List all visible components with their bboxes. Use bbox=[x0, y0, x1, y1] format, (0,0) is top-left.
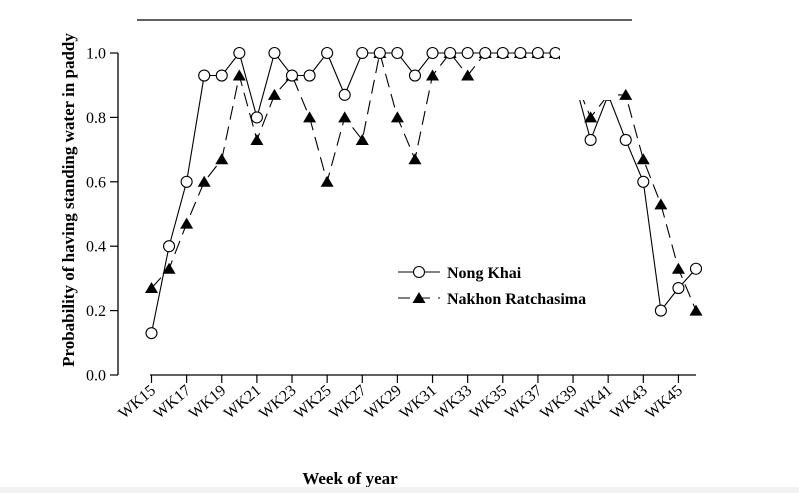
y-axis-title: Probability of having standing water in … bbox=[59, 33, 78, 367]
y-tick-label: 0.0 bbox=[86, 368, 106, 385]
occlusion-patch bbox=[560, 22, 618, 100]
data-point-nakhon-ratchasima bbox=[303, 111, 317, 123]
data-point-nong-khai bbox=[461, 46, 474, 60]
legend-label-nakhon-ratchasima: Nakhon Ratchasima bbox=[447, 291, 586, 308]
data-point-nong-khai bbox=[479, 46, 492, 60]
data-point-nong-khai bbox=[180, 175, 193, 188]
data-point-nakhon-ratchasima bbox=[355, 133, 369, 145]
data-point-nong-khai bbox=[145, 327, 158, 340]
data-point-nong-khai bbox=[531, 46, 544, 60]
data-point-nong-khai bbox=[233, 46, 246, 60]
data-point-nakhon-ratchasima bbox=[689, 304, 703, 316]
legend-label-nong-khai: Nong Khai bbox=[447, 265, 522, 282]
x-tick-label: WK35 bbox=[467, 382, 511, 422]
data-point-nakhon-ratchasima bbox=[461, 69, 475, 81]
data-point-nong-khai bbox=[444, 46, 457, 60]
data-point-nakhon-ratchasima bbox=[162, 262, 176, 274]
data-point-nakhon-ratchasima bbox=[232, 69, 246, 81]
data-point-nong-khai bbox=[373, 46, 386, 60]
data-point-nakhon-ratchasima bbox=[619, 88, 633, 100]
data-point-nakhon-ratchasima bbox=[671, 262, 685, 274]
x-tick-label: WK15 bbox=[115, 382, 159, 422]
data-point-nakhon-ratchasima bbox=[197, 175, 211, 187]
data-point-nakhon-ratchasima bbox=[180, 217, 194, 229]
x-tick-label: WK21 bbox=[221, 382, 265, 422]
data-point-nakhon-ratchasima bbox=[636, 153, 650, 165]
x-tick-label: WK41 bbox=[572, 382, 616, 422]
data-point-nong-khai bbox=[689, 262, 703, 275]
data-point-nakhon-ratchasima bbox=[320, 175, 334, 187]
y-tick-label: 0.4 bbox=[86, 239, 106, 256]
data-point-nong-khai bbox=[268, 46, 281, 60]
x-tick-label: WK23 bbox=[256, 382, 300, 422]
series-line-nong-khai bbox=[150, 51, 697, 334]
y-tick-label: 0.2 bbox=[86, 303, 106, 320]
data-point-nakhon-ratchasima bbox=[250, 133, 264, 145]
data-point-nong-khai bbox=[338, 88, 351, 101]
data-point-nong-khai bbox=[619, 133, 632, 146]
x-tick-label: WK39 bbox=[537, 382, 581, 422]
x-axis-ticks: WK15WK17WK19WK21WK23WK25WK27WK29WK31WK33… bbox=[115, 375, 686, 422]
data-point-nong-khai bbox=[426, 46, 439, 60]
data-point-nong-khai bbox=[408, 69, 422, 82]
x-tick-label: WK19 bbox=[186, 382, 230, 422]
x-tick-label: WK33 bbox=[432, 382, 476, 422]
data-point-nong-khai bbox=[584, 133, 597, 146]
data-point-nong-khai bbox=[250, 111, 263, 124]
data-point-nakhon-ratchasima bbox=[408, 153, 422, 165]
x-axis-title: Week of year bbox=[302, 469, 398, 488]
data-point-nong-khai bbox=[356, 46, 369, 60]
x-tick-label: WK43 bbox=[607, 382, 651, 422]
data-point-nong-khai bbox=[637, 175, 650, 188]
data-point-nong-khai bbox=[514, 46, 527, 60]
legend-marker-nong-khai bbox=[412, 265, 426, 279]
data-point-nong-khai bbox=[654, 304, 667, 317]
legend-marker-nakhon-ratchasima bbox=[412, 292, 426, 303]
x-tick-label: WK17 bbox=[151, 382, 195, 422]
data-point-nong-khai bbox=[285, 69, 299, 82]
data-point-nakhon-ratchasima bbox=[338, 111, 352, 123]
data-point-nong-khai bbox=[215, 69, 228, 82]
data-point-nakhon-ratchasima bbox=[215, 153, 229, 165]
data-point-nakhon-ratchasima bbox=[390, 111, 404, 123]
y-axis-ticks: 0.0 0.2 0.4 0.6 0.8 1.0 bbox=[86, 46, 118, 385]
data-point-nong-khai bbox=[321, 46, 334, 60]
data-point-nong-khai bbox=[303, 69, 316, 82]
data-point-nakhon-ratchasima bbox=[584, 111, 598, 123]
legend: Nong Khai Nakhon Ratchasima bbox=[398, 265, 586, 308]
x-tick-label: WK37 bbox=[502, 382, 546, 422]
data-point-nakhon-ratchasima bbox=[654, 198, 668, 210]
data-point-nong-khai bbox=[496, 46, 509, 60]
data-point-nong-khai bbox=[672, 282, 685, 295]
data-point-nakhon-ratchasima bbox=[145, 282, 158, 294]
x-tick-label: WK45 bbox=[642, 382, 686, 422]
data-point-nong-khai bbox=[391, 46, 404, 60]
x-tick-label: WK25 bbox=[291, 382, 335, 422]
x-tick-label: WK27 bbox=[326, 382, 370, 422]
bottom-strip bbox=[0, 487, 799, 493]
y-tick-label: 0.8 bbox=[86, 110, 106, 127]
data-point-nong-khai bbox=[549, 46, 562, 60]
series-markers-nong-khai bbox=[145, 46, 703, 340]
data-point-nakhon-ratchasima bbox=[267, 88, 281, 100]
data-point-nakhon-ratchasima bbox=[426, 69, 440, 81]
x-tick-label: WK29 bbox=[361, 382, 405, 422]
y-tick-label: 0.6 bbox=[86, 174, 106, 191]
x-tick-label: WK31 bbox=[396, 382, 440, 422]
y-tick-label: 1.0 bbox=[86, 46, 106, 63]
data-point-nong-khai bbox=[198, 69, 211, 82]
data-point-nong-khai bbox=[163, 240, 176, 253]
